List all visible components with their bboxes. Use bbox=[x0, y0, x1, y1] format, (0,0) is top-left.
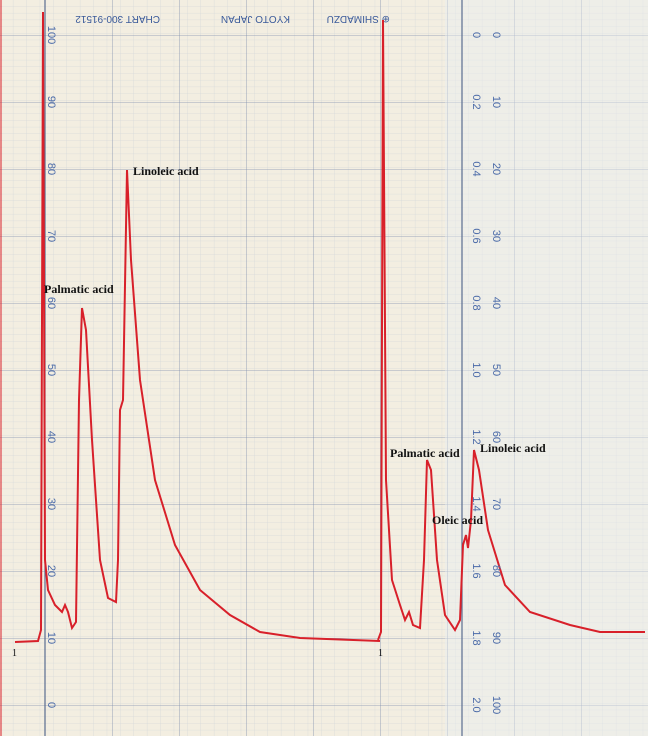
annotation: Linoleic acid bbox=[480, 441, 546, 455]
scale-label: 1.4 bbox=[470, 496, 482, 511]
scale-label: 100 bbox=[490, 696, 502, 714]
city: KYOTO JAPAN bbox=[221, 13, 290, 24]
scale-label: 0.6 bbox=[470, 228, 482, 243]
scale-label: 30 bbox=[490, 230, 502, 242]
scale-label: 1.8 bbox=[470, 630, 482, 645]
scale-label: 10 bbox=[490, 96, 502, 108]
annotation: Linoleic acid bbox=[133, 164, 199, 178]
scale-label: 0.8 bbox=[470, 295, 482, 310]
scale-label: 20 bbox=[490, 163, 502, 175]
scale-label: 70 bbox=[490, 498, 502, 510]
scale-label: 20 bbox=[45, 565, 57, 577]
scale-label: 100 bbox=[45, 26, 57, 44]
scale-label: 0.2 bbox=[470, 94, 482, 109]
scale-label: 1.2 bbox=[470, 429, 482, 444]
scale-label: 1.0 bbox=[470, 362, 482, 377]
scale-label: 0 bbox=[45, 702, 57, 708]
scale-label: 90 bbox=[490, 632, 502, 644]
chart-number: CHART 300-91512 bbox=[75, 13, 160, 24]
brand: ⊕ SHIMADZU bbox=[327, 13, 390, 24]
scale-label: 10 bbox=[45, 632, 57, 644]
chart-paper: ⊕ SHIMADZU KYOTO JAPAN CHART 300-91512 P… bbox=[0, 0, 648, 736]
scale-label: 70 bbox=[45, 230, 57, 242]
scale-label: 40 bbox=[490, 297, 502, 309]
scale-label: 2.0 bbox=[470, 697, 482, 712]
annotation: Palmatic acid bbox=[44, 282, 114, 296]
annotation: Oleic acid bbox=[432, 513, 483, 527]
marker: 1 bbox=[12, 648, 17, 659]
scale-label: 30 bbox=[45, 498, 57, 510]
scale-label: 80 bbox=[45, 163, 57, 175]
marker: 1 bbox=[378, 648, 383, 659]
scale-label: 50 bbox=[490, 364, 502, 376]
scale-label: 50 bbox=[45, 364, 57, 376]
scale-label: 0 bbox=[490, 32, 502, 38]
scale-label: 0.4 bbox=[470, 161, 482, 176]
annotation: Palmatic acid bbox=[390, 446, 460, 460]
scale-label: 60 bbox=[490, 431, 502, 443]
scale-label: 60 bbox=[45, 297, 57, 309]
scale-label: 0 bbox=[470, 32, 482, 38]
scale-label: 40 bbox=[45, 431, 57, 443]
scale-label: 80 bbox=[490, 565, 502, 577]
scale-label: 90 bbox=[45, 96, 57, 108]
scale-label: 1.6 bbox=[470, 563, 482, 578]
